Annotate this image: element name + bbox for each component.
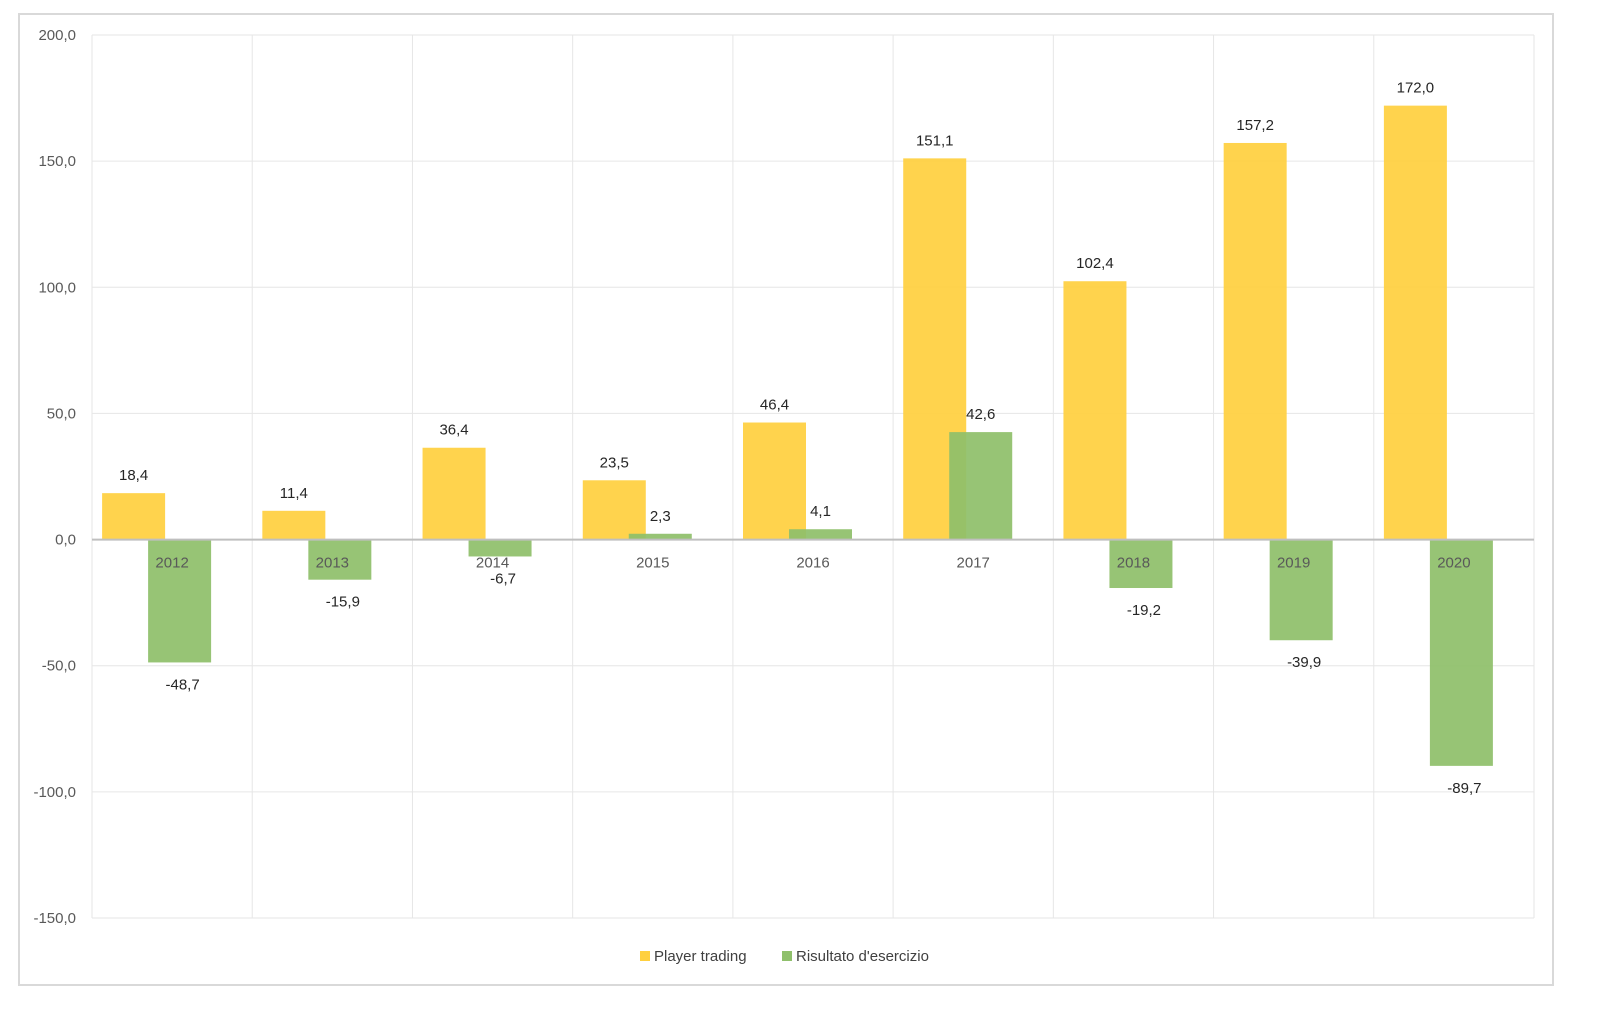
bar-player-trading xyxy=(422,447,486,540)
y-tick-label: 200,0 xyxy=(38,27,76,44)
data-label: -15,9 xyxy=(326,594,360,611)
bar-risultato-esercizio xyxy=(789,529,852,540)
data-label: 11,4 xyxy=(280,485,308,502)
bar-risultato-esercizio xyxy=(949,432,1013,540)
data-label: -6,7 xyxy=(490,570,516,587)
bars xyxy=(102,105,1493,766)
x-tick-label: 2020 xyxy=(1437,555,1470,572)
legend-label: Risultato d'esercizio xyxy=(796,948,929,965)
bar-risultato-esercizio xyxy=(1429,539,1493,766)
bar-player-trading xyxy=(1063,281,1127,540)
x-tick-label: 2015 xyxy=(636,555,669,572)
legend: Player trading Risultato d'esercizio xyxy=(640,948,929,965)
y-axis-tick-labels: 200,0 150,0 100,0 50,0 0,0 -50,0 -100,0 -150,0 xyxy=(33,27,76,927)
legend-swatch-player-trading xyxy=(640,951,650,961)
data-label: 23,5 xyxy=(600,454,629,471)
bar-player-trading xyxy=(1383,105,1447,540)
y-tick-label: -150,0 xyxy=(33,910,76,927)
bar-player-trading xyxy=(1223,142,1287,540)
data-label: 36,4 xyxy=(439,422,468,439)
data-label: -19,2 xyxy=(1127,602,1161,619)
bar-player-trading xyxy=(262,510,326,540)
y-tick-label: -50,0 xyxy=(42,658,76,675)
y-tick-label: 100,0 xyxy=(38,279,76,296)
y-tick-label: 150,0 xyxy=(38,153,76,170)
x-tick-label: 2012 xyxy=(155,555,188,572)
data-label: 2,3 xyxy=(650,508,671,525)
data-label: 4,1 xyxy=(810,503,831,520)
bar-risultato-esercizio xyxy=(468,539,532,557)
data-label: 102,4 xyxy=(1076,255,1114,272)
x-tick-label: 2016 xyxy=(796,555,829,572)
bar-risultato-esercizio xyxy=(148,539,212,663)
data-label: -48,7 xyxy=(166,676,200,693)
y-tick-label: 0,0 xyxy=(55,532,76,549)
y-tick-label: -100,0 xyxy=(33,784,76,801)
legend-label: Player trading xyxy=(654,948,747,965)
x-tick-label: 2018 xyxy=(1117,555,1150,572)
y-tick-label: 50,0 xyxy=(47,405,76,422)
x-tick-label: 2013 xyxy=(316,555,349,572)
data-label: 157,2 xyxy=(1236,117,1274,134)
x-tick-label: 2014 xyxy=(476,555,509,572)
bar-risultato-esercizio xyxy=(1109,539,1173,589)
data-label: 42,6 xyxy=(966,406,995,423)
data-label: -89,7 xyxy=(1447,780,1481,797)
bar-player-trading xyxy=(743,422,806,540)
legend-swatch-risultato-esercizio xyxy=(782,951,792,961)
bar-risultato-esercizio xyxy=(1269,539,1333,641)
data-label: 46,4 xyxy=(760,397,789,414)
bar-risultato-esercizio xyxy=(308,539,372,580)
x-tick-label: 2017 xyxy=(957,555,990,572)
data-label: -39,9 xyxy=(1287,654,1321,671)
data-label: 18,4 xyxy=(119,467,148,484)
bar-risultato-esercizio xyxy=(628,533,692,540)
data-label: 172,0 xyxy=(1397,80,1435,97)
x-tick-label: 2019 xyxy=(1277,555,1310,572)
x-axis-tick-labels: 2012 2013 2014 2015 2016 2017 2018 2019 2020 xyxy=(155,555,1470,572)
data-label: 151,1 xyxy=(916,132,954,149)
bar-player-trading xyxy=(582,480,646,540)
grid-lines xyxy=(91,34,1535,919)
data-labels: 18,4 11,4 36,4 23,5 46,4 151,1 102,4 157,2 172,0… xyxy=(119,80,1481,797)
bar-player-trading xyxy=(102,493,166,540)
